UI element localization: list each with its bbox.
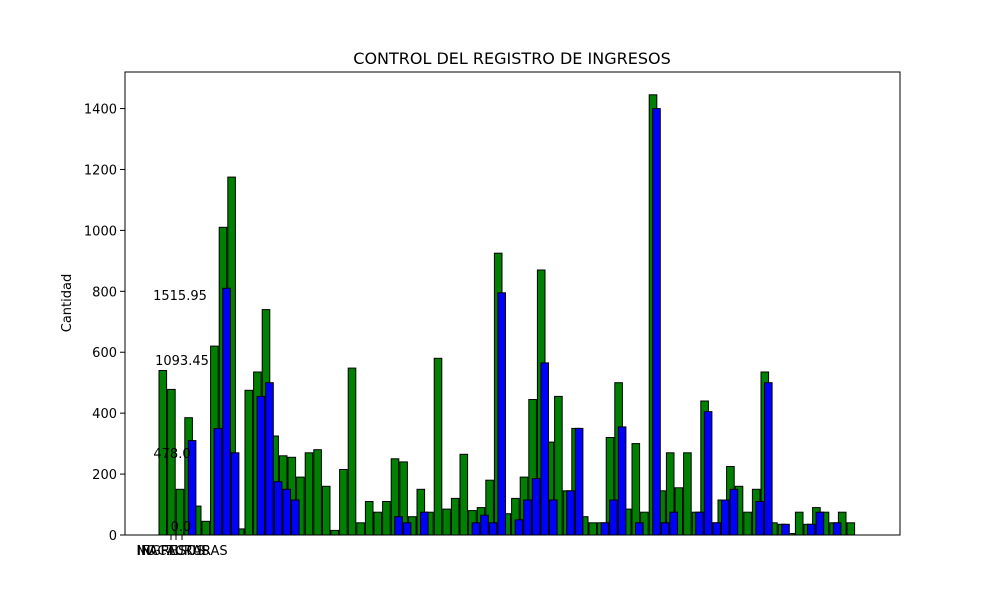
data-annotation: 1093.45 — [155, 354, 209, 369]
bar-blue-45 — [549, 499, 558, 536]
bar-blue-66 — [729, 488, 739, 536]
bar-blue-44 — [540, 362, 550, 536]
bar-blue-38 — [488, 522, 498, 536]
bar-blue-28 — [402, 522, 412, 536]
bar-blue-75 — [807, 523, 816, 536]
bar-blue-48 — [574, 427, 584, 536]
x-tick-label: INGRESOS — [137, 544, 205, 559]
bar-blue-78 — [832, 522, 842, 536]
bar-blue-12 — [265, 382, 274, 536]
bar-green-26 — [382, 501, 391, 536]
bar-blue-15 — [291, 499, 300, 536]
data-annotation: 478.0 — [153, 447, 190, 462]
x-tick-label: NO FACTURAS — [136, 544, 227, 559]
bar-blue-30 — [420, 511, 429, 536]
y-tick-label: 400 — [92, 407, 117, 422]
y-axis-label: Cantidad — [60, 274, 75, 332]
y-tick-label: 800 — [92, 285, 117, 300]
bar-blue-36 — [471, 522, 481, 536]
bar-blue-14 — [282, 488, 291, 536]
y-tick-label: 1000 — [84, 224, 117, 239]
bar-blue-43 — [531, 478, 541, 536]
bar-blue-65 — [721, 499, 730, 536]
bar-green-25 — [373, 511, 383, 536]
y-tick-label: 1200 — [84, 163, 117, 178]
bar-green-20 — [330, 529, 340, 536]
bar-green-10 — [244, 389, 254, 536]
chart-title: CONTROL DEL REGISTRO DE INGRESOS — [353, 49, 670, 68]
bar-green-17 — [304, 452, 314, 536]
bar-blue-59 — [669, 511, 679, 536]
y-tick-label: 200 — [92, 468, 117, 483]
bar-blue-53 — [617, 426, 627, 536]
bar-blue-63 — [703, 411, 713, 536]
y-tick-label: 600 — [92, 346, 117, 361]
bar-green-68 — [743, 511, 752, 536]
bar-blue-41 — [514, 519, 524, 536]
bar-green-23 — [356, 522, 365, 536]
bar-green-61 — [683, 452, 692, 536]
bar-blue-27 — [394, 516, 403, 536]
bar-blue-55 — [635, 522, 644, 536]
bar-green-21 — [339, 469, 348, 536]
bar-green-1 — [167, 388, 176, 536]
bar-green-55 — [631, 443, 641, 536]
annotations-group: 1515.95 1093.45 478.0 0.0 — [153, 289, 209, 535]
bar-blue-51 — [600, 522, 610, 536]
y-tick-label: 1400 — [84, 103, 117, 118]
bar-green-19 — [321, 485, 331, 536]
bar-blue-7 — [222, 287, 231, 536]
data-annotation: 0.0 — [171, 520, 192, 535]
bar-blue-57 — [652, 108, 661, 536]
bar-green-32 — [433, 357, 443, 536]
bar-green-33 — [442, 508, 451, 536]
y-tick-label: 0 — [109, 529, 117, 544]
bar-blue-39 — [497, 292, 506, 536]
bar-blue-64 — [712, 522, 722, 536]
bar-blue-69 — [755, 501, 765, 536]
bar-green-22 — [347, 367, 357, 536]
bar-green-35 — [459, 453, 469, 536]
plot-frame — [124, 71, 901, 536]
bar-blue-11 — [256, 395, 266, 536]
bar-blue-70 — [764, 382, 773, 536]
bar-green-50 — [588, 522, 598, 536]
data-annotation: 1515.95 — [153, 289, 207, 304]
bar-green-74 — [794, 511, 804, 536]
bar-blue-13 — [273, 481, 283, 536]
bar-green-80 — [846, 522, 856, 536]
bar-blue-6 — [213, 427, 223, 536]
bar-green-24 — [364, 501, 374, 536]
y-axis-ticks: 0 200 400 600 800 1000 1200 1400 — [84, 103, 125, 544]
bar-green-5 — [201, 520, 211, 536]
bar-blue-47 — [566, 490, 575, 536]
bar-blue-8 — [230, 452, 240, 536]
bar-blue-52 — [609, 499, 618, 536]
bar-blue-58 — [660, 522, 670, 536]
bar-green-18 — [313, 449, 322, 536]
bar-blue-72 — [781, 523, 790, 536]
bar-blue-76 — [815, 511, 825, 536]
bar-green-34 — [450, 497, 460, 536]
bar-blue-42 — [523, 499, 532, 536]
bar-blue-62 — [695, 511, 704, 536]
bar-blue-37 — [480, 514, 489, 536]
x-tick-label: FACTURAS — [142, 544, 209, 559]
